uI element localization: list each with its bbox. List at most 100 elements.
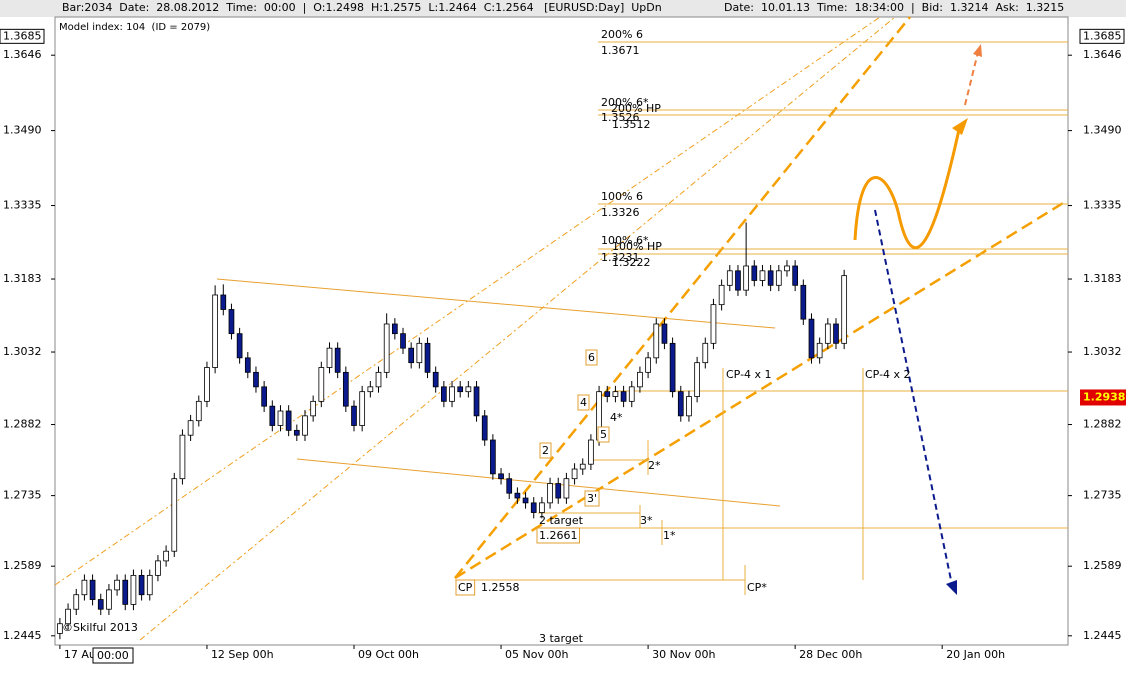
annotation: 4* xyxy=(610,411,623,424)
annotation: 100% 6 xyxy=(601,190,643,203)
header-bar xyxy=(0,0,1126,17)
candle-body xyxy=(653,323,660,359)
candle-body xyxy=(661,323,668,344)
annotation: 4 xyxy=(580,396,587,409)
forecast-arrows xyxy=(853,44,982,595)
y-tick-label: 1.3490 xyxy=(1083,124,1122,137)
candle-body xyxy=(824,323,831,344)
candle-body xyxy=(97,599,104,610)
y-tick-label: 1.2445 xyxy=(1083,629,1122,642)
annotation: 3' xyxy=(587,492,597,505)
arrow-head xyxy=(973,44,982,57)
candle-body xyxy=(718,284,725,306)
candle-body xyxy=(441,386,447,402)
candle-body xyxy=(204,367,210,402)
model-index: Model index: 104 (ID = 2079) xyxy=(59,22,210,33)
annotation: 6 xyxy=(588,351,595,364)
candle-body xyxy=(171,478,178,552)
current-price-label: 1.2938 xyxy=(1083,390,1125,403)
candle-body xyxy=(710,304,717,344)
candle-body xyxy=(310,400,317,417)
candle-body xyxy=(612,391,619,397)
candle-body xyxy=(236,333,243,359)
candle-body xyxy=(767,270,774,286)
candle-body xyxy=(375,371,382,388)
y-tick-label: 1.2882 xyxy=(3,418,42,431)
candle-body xyxy=(212,294,218,368)
candle-body xyxy=(195,400,202,422)
price-high-label: 1.3685 xyxy=(3,29,42,42)
annotation: 3* xyxy=(640,514,653,527)
candle-body xyxy=(498,473,504,480)
annotation: CP-4 x 2 xyxy=(865,368,911,381)
price-high-box xyxy=(0,28,45,44)
candle-body xyxy=(138,574,145,596)
candle-body xyxy=(735,270,741,291)
x-tick-label: 12 Sep 00h xyxy=(211,648,274,661)
candle-body xyxy=(620,391,627,402)
candle-body xyxy=(391,323,398,335)
annotation: 200% 6 xyxy=(601,28,643,41)
candle-body xyxy=(253,371,259,388)
annotation: 1.3526 xyxy=(601,111,640,124)
candle-body xyxy=(416,342,423,364)
candle-body xyxy=(179,434,186,480)
candle-body xyxy=(326,347,333,368)
candle-body xyxy=(751,265,758,281)
arrow-head xyxy=(946,580,957,595)
annotation-box xyxy=(455,579,476,596)
forecast-curve xyxy=(853,124,962,250)
x-tick-label: 28 Dec 00h xyxy=(799,648,862,661)
trend-line xyxy=(454,198,1069,580)
candle-body xyxy=(114,579,120,591)
candle-body xyxy=(432,371,439,388)
x-tick-label: 09 Oct 00h xyxy=(358,648,419,661)
candle-body xyxy=(293,429,300,436)
candle-body xyxy=(81,579,88,596)
plot-frame xyxy=(54,16,1069,646)
candle-body xyxy=(277,410,284,426)
candle-body xyxy=(571,468,578,480)
candle-body xyxy=(775,270,782,286)
annotation: 200% 6* xyxy=(601,96,649,109)
annotation: 2* xyxy=(648,459,661,472)
current-price-box xyxy=(1080,389,1126,406)
channel-line xyxy=(296,458,781,507)
candle-body xyxy=(555,483,562,499)
candle-body xyxy=(269,405,276,426)
y-tick-label: 1.2735 xyxy=(1083,489,1122,502)
candle-body xyxy=(220,294,227,310)
y-tick-label: 1.2589 xyxy=(1083,559,1122,572)
annotation-box xyxy=(539,442,552,459)
annotation: 100% HP xyxy=(612,240,662,253)
y-tick-label: 1.3335 xyxy=(1083,199,1122,212)
candle-body xyxy=(155,560,161,576)
candle-body xyxy=(792,265,798,286)
cursor-time: 00:00 xyxy=(97,649,129,662)
forecast-arrow xyxy=(874,209,953,586)
candle-body xyxy=(530,502,537,513)
candle-body xyxy=(424,342,431,373)
candle-body xyxy=(490,439,496,475)
arrow-head xyxy=(952,118,968,135)
annotation: 1* xyxy=(663,529,676,542)
y-tick-label: 1.2589 xyxy=(3,559,42,572)
annotation: 1.2558 xyxy=(481,581,520,594)
candle-body xyxy=(759,270,766,281)
annotation-box xyxy=(585,349,598,366)
y-tick-label: 1.3335 xyxy=(3,199,42,212)
candle-body xyxy=(302,415,308,436)
candle-body xyxy=(351,405,357,426)
candle-body xyxy=(694,362,700,397)
channel-line xyxy=(139,16,896,641)
candle-body xyxy=(743,265,749,291)
candle-body xyxy=(359,391,366,426)
candle-body xyxy=(383,323,390,373)
x-tick-label: 05 Nov 00h xyxy=(505,648,568,661)
candle-body xyxy=(547,483,553,504)
annotation: 1.2661 xyxy=(539,529,578,542)
candle-body xyxy=(800,284,807,320)
candle-body xyxy=(400,333,406,349)
candle-body xyxy=(686,396,692,417)
candle-body xyxy=(833,323,839,344)
